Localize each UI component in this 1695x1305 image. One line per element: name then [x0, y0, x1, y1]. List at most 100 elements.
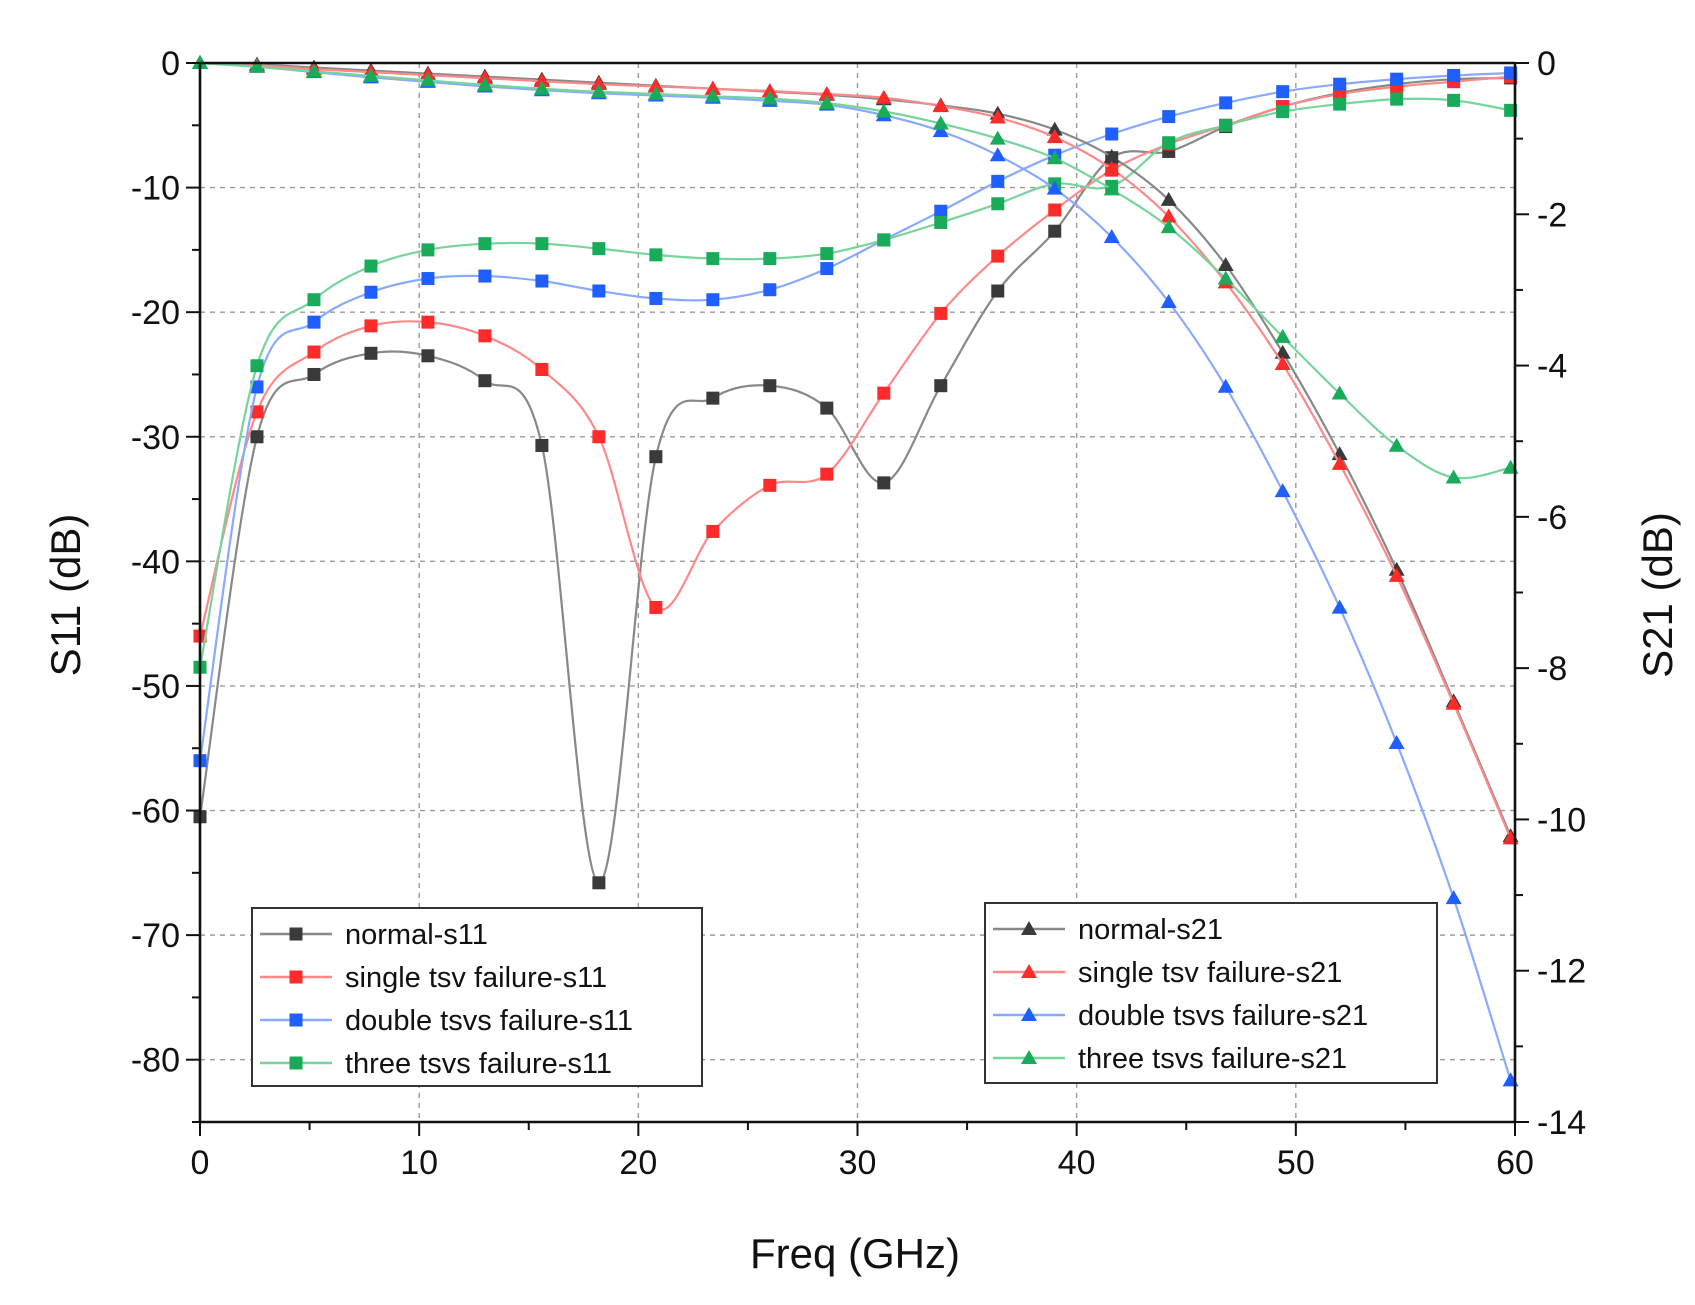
data-point	[421, 272, 435, 286]
data-point	[533, 80, 550, 95]
data-point	[250, 380, 264, 394]
data-point	[877, 233, 891, 247]
data-point	[1276, 105, 1290, 119]
legend-marker	[1021, 921, 1037, 935]
data-point	[704, 88, 721, 103]
series-line	[199, 61, 1512, 837]
series-single-tsv-failure-s21	[192, 55, 1519, 845]
data-point	[1274, 356, 1291, 371]
data-point	[1105, 127, 1119, 141]
x-tick-label: 60	[1496, 1144, 1534, 1182]
legend-label: normal-s21	[1078, 914, 1223, 946]
data-point	[1390, 92, 1404, 106]
x-tick-label: 20	[619, 1144, 657, 1182]
data-point	[1276, 85, 1290, 99]
data-point	[820, 401, 834, 415]
legend-box	[251, 907, 703, 1087]
data-point	[1219, 96, 1233, 110]
data-point	[1274, 344, 1291, 359]
data-point	[250, 430, 264, 444]
data-point	[364, 285, 378, 299]
legend-label: normal-s11	[345, 919, 488, 951]
data-point	[1333, 87, 1347, 101]
data-point	[989, 147, 1006, 162]
data-point	[706, 391, 720, 405]
data-point	[364, 259, 378, 273]
data-point	[535, 438, 549, 452]
data-point	[763, 478, 777, 492]
data-point	[1162, 136, 1176, 150]
data-point	[932, 115, 949, 130]
data-point	[592, 284, 606, 298]
data-point	[649, 248, 663, 262]
data-point	[647, 86, 664, 101]
data-point	[934, 215, 948, 229]
data-point	[364, 346, 378, 360]
data-point	[1048, 203, 1062, 217]
data-point	[820, 247, 834, 261]
data-point	[1217, 270, 1234, 285]
y-right-tick-label: -8	[1537, 650, 1567, 688]
series-normal-s11	[193, 71, 1518, 890]
legend-entry: single tsv failure-s11	[260, 962, 607, 994]
data-point	[421, 315, 435, 329]
data-point	[590, 83, 607, 98]
y-left-tick-label: -60	[131, 793, 180, 831]
data-point	[761, 82, 778, 97]
legend-box	[984, 902, 1438, 1084]
y-right-tick-label: -4	[1537, 348, 1567, 386]
data-point	[1046, 121, 1063, 136]
y-right-tick-label: -6	[1537, 499, 1567, 537]
x-tick-label: 30	[839, 1144, 877, 1182]
data-point	[1445, 890, 1462, 905]
y-right-tick-label: -12	[1537, 953, 1586, 991]
data-point	[763, 379, 777, 393]
series-line	[198, 76, 1511, 884]
y-right-tick-label: 0	[1537, 45, 1556, 83]
data-point	[1445, 695, 1462, 710]
x-axis-title: Freq (GHz)	[750, 1230, 960, 1277]
legend-marker	[289, 1056, 303, 1070]
data-point	[1390, 72, 1404, 86]
data-point	[478, 329, 492, 343]
data-point	[1331, 455, 1348, 470]
data-point	[991, 284, 1005, 298]
y-left-tick-label: -70	[131, 917, 180, 955]
data-point	[307, 345, 321, 359]
data-point	[535, 362, 549, 376]
axes: 0 10 20 30 40 50 60 0 -10 -20 -30 -40 -50 -60 -70 -80 0 -…	[131, 45, 1586, 1182]
data-point	[592, 430, 606, 444]
data-point	[421, 349, 435, 363]
data-point	[1160, 219, 1177, 234]
data-point	[991, 174, 1005, 188]
data-point	[877, 386, 891, 400]
data-point	[934, 204, 948, 218]
series-double-tsvs-failure-s11	[193, 66, 1518, 768]
data-point	[419, 72, 436, 87]
data-point	[1048, 224, 1062, 238]
data-point	[1046, 129, 1063, 144]
data-point	[307, 367, 321, 381]
y-left-tick-label: -30	[131, 419, 180, 457]
legend-marker	[289, 970, 303, 984]
data-point	[362, 67, 379, 82]
series-layer	[192, 55, 1519, 1087]
data-point	[932, 98, 949, 113]
legend-entry: normal-s21	[993, 914, 1223, 946]
data-point	[478, 374, 492, 388]
legend-s21: normal-s21 single tsv failure-s21 double t…	[984, 902, 1438, 1084]
y-left-tick-label: -20	[131, 294, 180, 332]
y-left-tick-label: -80	[131, 1042, 180, 1080]
data-point	[1274, 328, 1291, 343]
x-tick-label: 10	[400, 1144, 438, 1182]
data-point	[934, 379, 948, 393]
data-point	[305, 63, 322, 78]
y-right-tick-label: -14	[1537, 1104, 1586, 1142]
legend-marker	[1021, 964, 1037, 978]
data-point	[248, 58, 265, 73]
data-point	[1333, 97, 1347, 111]
data-point	[535, 274, 549, 288]
series-line	[198, 75, 1511, 637]
legend-label: single tsv failure-s21	[1078, 957, 1342, 989]
